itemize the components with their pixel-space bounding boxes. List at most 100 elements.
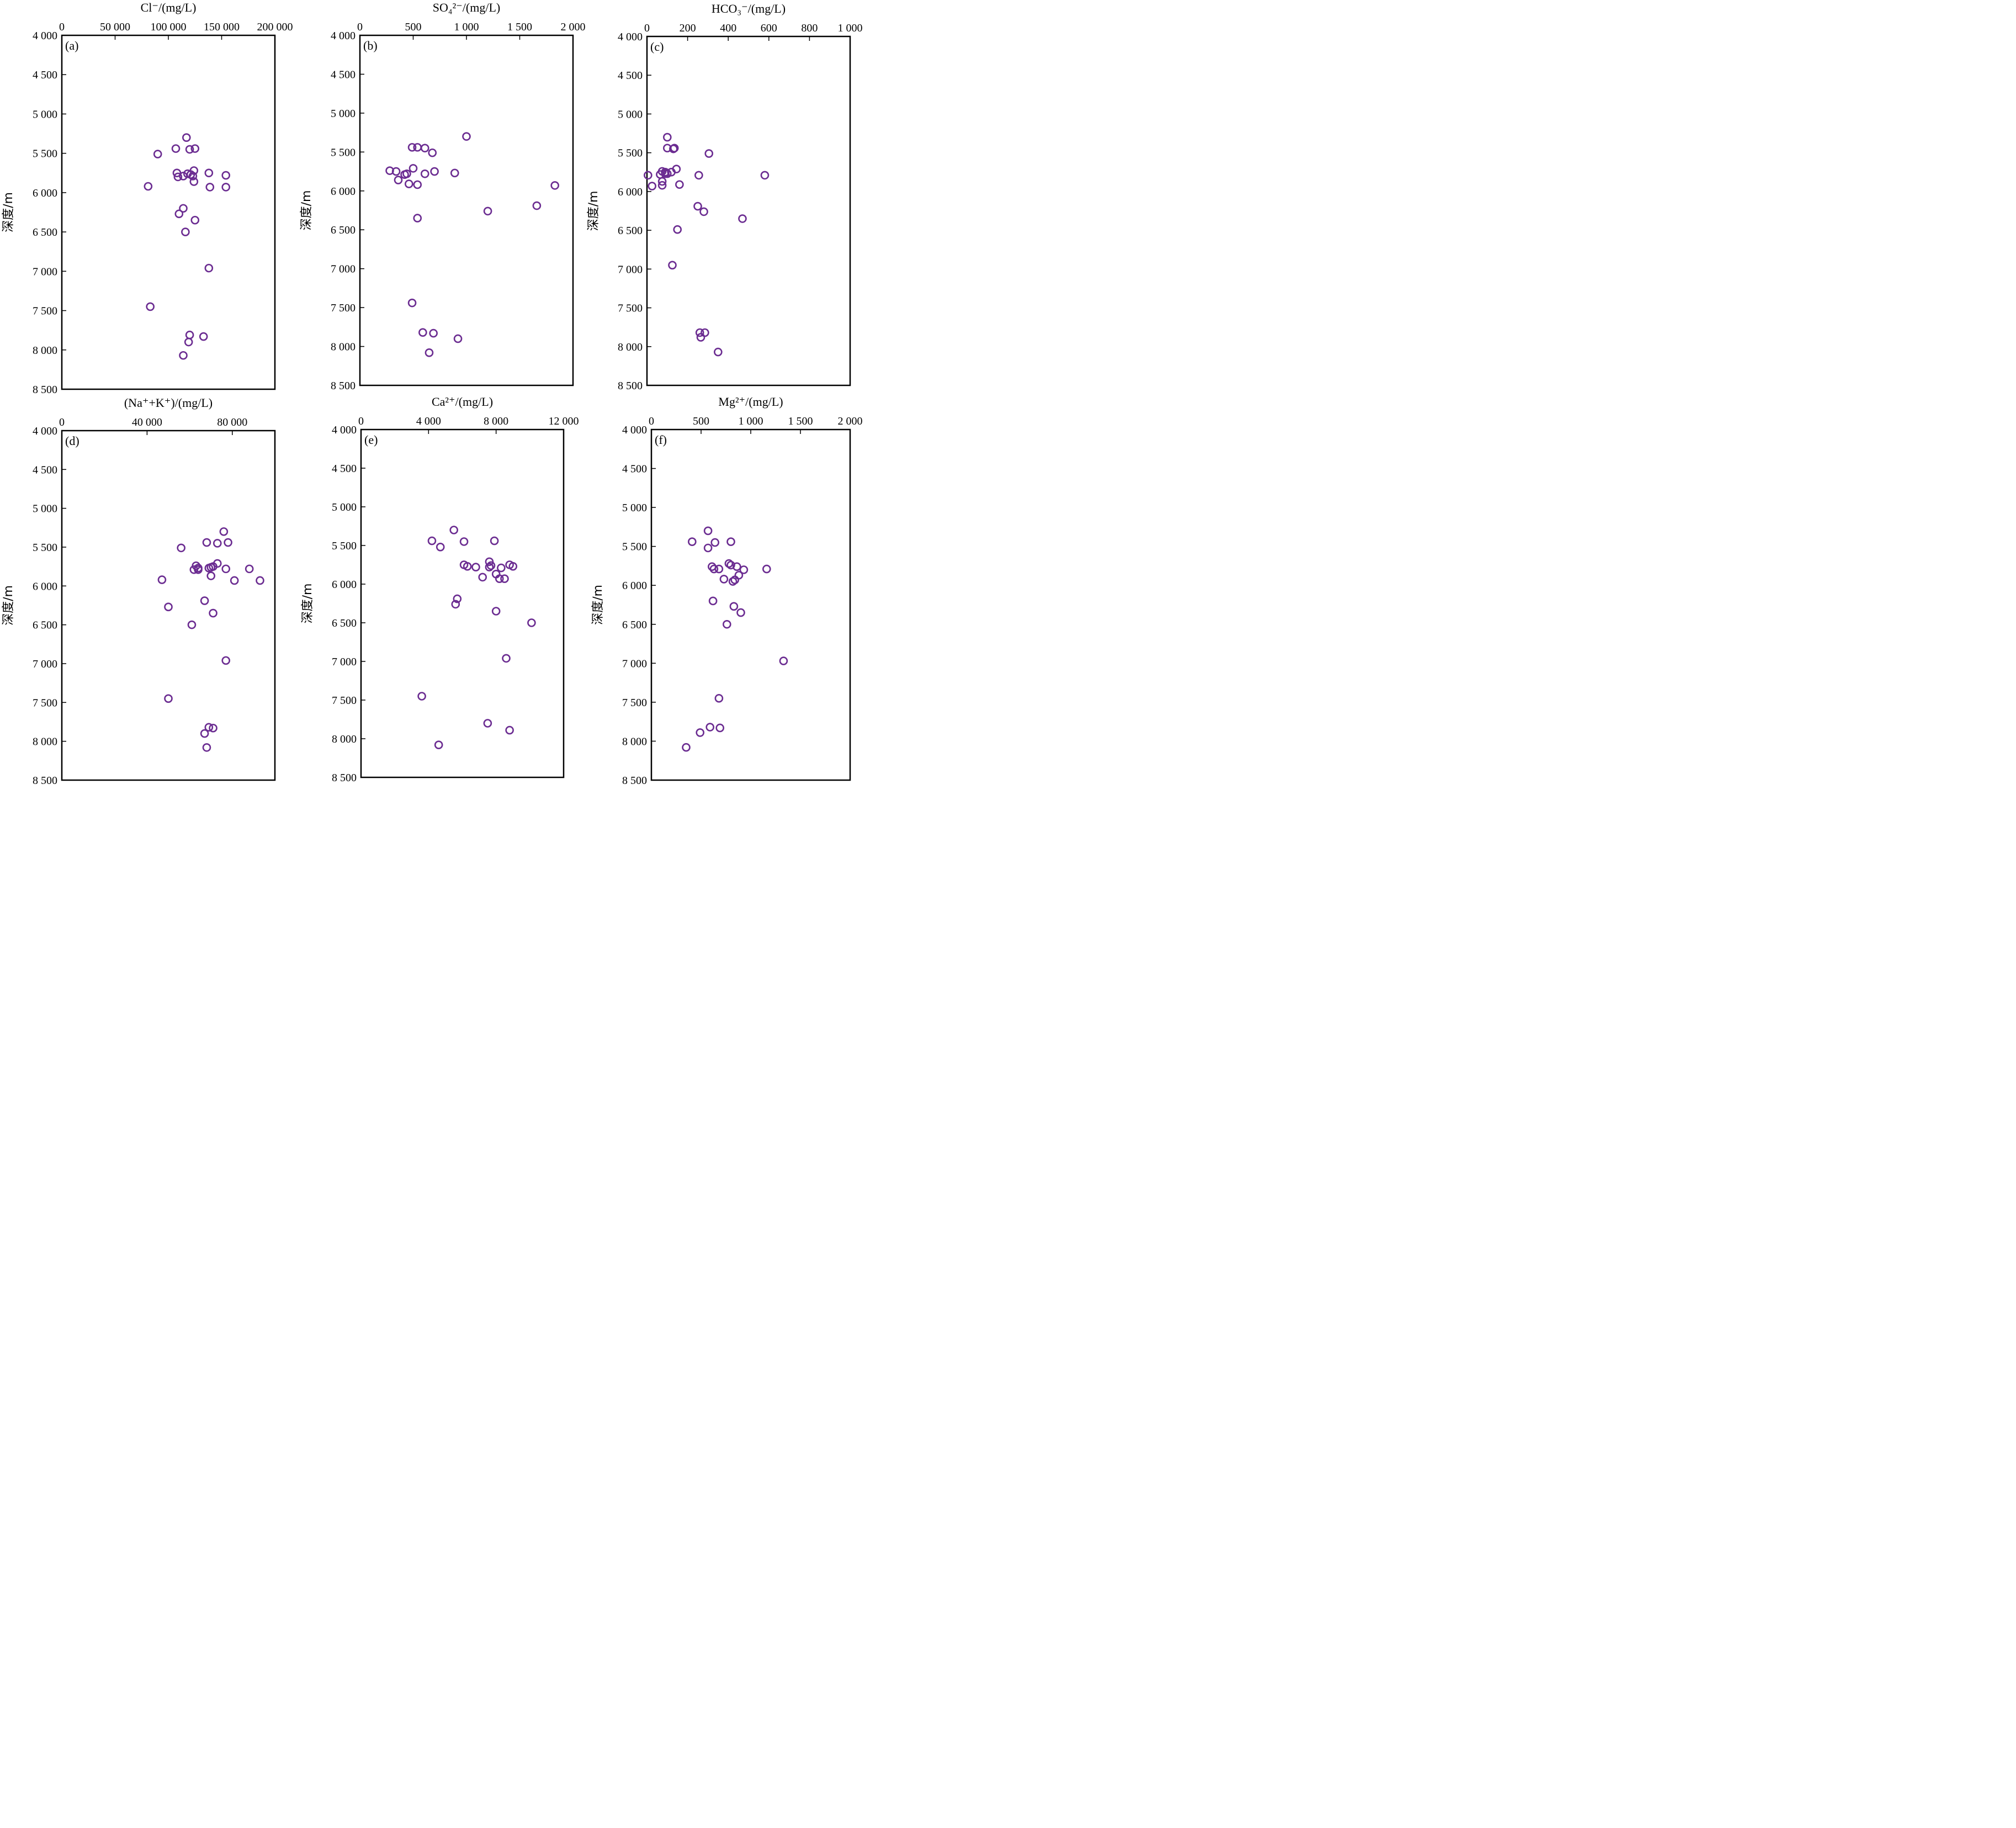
data-point [701, 328, 709, 337]
data-point [245, 564, 254, 574]
data-point [425, 348, 434, 357]
data-point [187, 620, 197, 629]
data-point [200, 596, 209, 605]
x-tick-label: 1 000 [838, 22, 863, 34]
data-point [206, 571, 216, 580]
data-point [738, 214, 747, 223]
data-point [709, 564, 719, 574]
y-tick-label: 8 000 [622, 735, 647, 748]
data-point [153, 150, 162, 158]
data-point [708, 596, 718, 606]
data-point [550, 181, 559, 190]
y-tick-label: 5 000 [332, 501, 357, 513]
data-point [230, 576, 239, 585]
x-tick-label: 200 000 [257, 21, 293, 33]
data-point [704, 149, 714, 158]
y-tick-label: 4 500 [332, 463, 357, 475]
data-point [699, 207, 708, 216]
data-point [417, 692, 426, 701]
data-point [508, 562, 518, 571]
x-axis-title: SO₄²⁻/(mg/L) [433, 1, 500, 14]
data-point [400, 170, 409, 179]
data-point [188, 172, 198, 181]
y-tick-label: 5 000 [33, 108, 57, 120]
y-tick-label: 8 500 [622, 775, 647, 786]
y-tick-label: 4 500 [33, 69, 57, 81]
x-tick-label: 400 [720, 22, 736, 34]
panel-1: 0 50 000 100 000 150 000 200 000 4 000 4 500 5 … [2, 1, 293, 396]
data-point [719, 575, 729, 584]
data-point [703, 543, 713, 553]
plot-frame [61, 34, 276, 390]
data-point [715, 723, 724, 733]
data-point [224, 538, 232, 547]
data-point [450, 168, 459, 178]
x-tick-label: 1 000 [454, 21, 479, 33]
y-tick-label: 8 000 [332, 733, 357, 745]
data-point [420, 144, 429, 153]
data-point [491, 607, 501, 616]
data-point [174, 209, 184, 219]
data-point [714, 694, 724, 703]
data-point [164, 602, 173, 612]
y-tick-label: 7 000 [33, 266, 57, 278]
data-point [663, 133, 672, 142]
data-point [200, 729, 209, 738]
data-point [164, 694, 173, 703]
data-point [177, 543, 185, 553]
data-point [705, 723, 714, 732]
y-tick-label: 4 500 [331, 68, 356, 81]
data-point [657, 177, 667, 186]
data-point [724, 559, 734, 568]
y-tick-label: 6 500 [33, 619, 57, 632]
y-tick-label: 4 500 [33, 464, 57, 476]
panel-3: 0 200 400 600 800 1 000 4 000 4 500 5 000 5 500 6 … [587, 2, 863, 392]
data-point [714, 564, 724, 574]
y-tick-label: 5 000 [33, 503, 57, 515]
plot-frame [360, 428, 565, 778]
data-point [146, 302, 155, 311]
data-point [204, 168, 214, 178]
data-point [459, 537, 469, 546]
y-tick-label: 5 500 [331, 146, 356, 158]
data-point [726, 560, 735, 570]
data-point [648, 182, 656, 190]
data-point [726, 537, 735, 547]
data-point [673, 225, 682, 234]
data-point [221, 183, 231, 192]
x-tick-label: 1 500 [507, 21, 532, 33]
plot-frame [61, 430, 276, 781]
data-point [157, 575, 167, 584]
data-point [190, 215, 200, 225]
y-tick-label: 4 500 [618, 70, 643, 82]
y-tick-label: 5 500 [332, 540, 357, 552]
data-point [190, 144, 200, 153]
data-point [189, 177, 199, 186]
data-point [500, 574, 509, 583]
data-point [428, 148, 437, 157]
data-point [695, 328, 704, 337]
data-point [221, 656, 231, 665]
data-point [730, 575, 739, 585]
y-tick-label: 4 000 [332, 424, 357, 436]
data-point [688, 537, 697, 547]
data-point [505, 725, 514, 735]
y-tick-label: 4 500 [622, 463, 647, 475]
panel-label: (b) [363, 39, 378, 52]
panel-label: (e) [364, 433, 378, 447]
y-axis-title: 深度/m [2, 585, 15, 626]
y-tick-label: 6 500 [33, 226, 57, 239]
data-point [694, 171, 703, 180]
data-point [179, 351, 188, 360]
data-point [532, 201, 542, 210]
y-tick-label: 7 000 [618, 263, 643, 275]
data-point [221, 171, 231, 180]
y-tick-label: 6 000 [33, 187, 57, 199]
data-point [394, 176, 403, 184]
data-point [429, 328, 438, 338]
x-tick-label: 1 500 [788, 415, 813, 427]
data-point [430, 167, 439, 176]
data-point [497, 563, 506, 573]
data-point [181, 227, 190, 236]
